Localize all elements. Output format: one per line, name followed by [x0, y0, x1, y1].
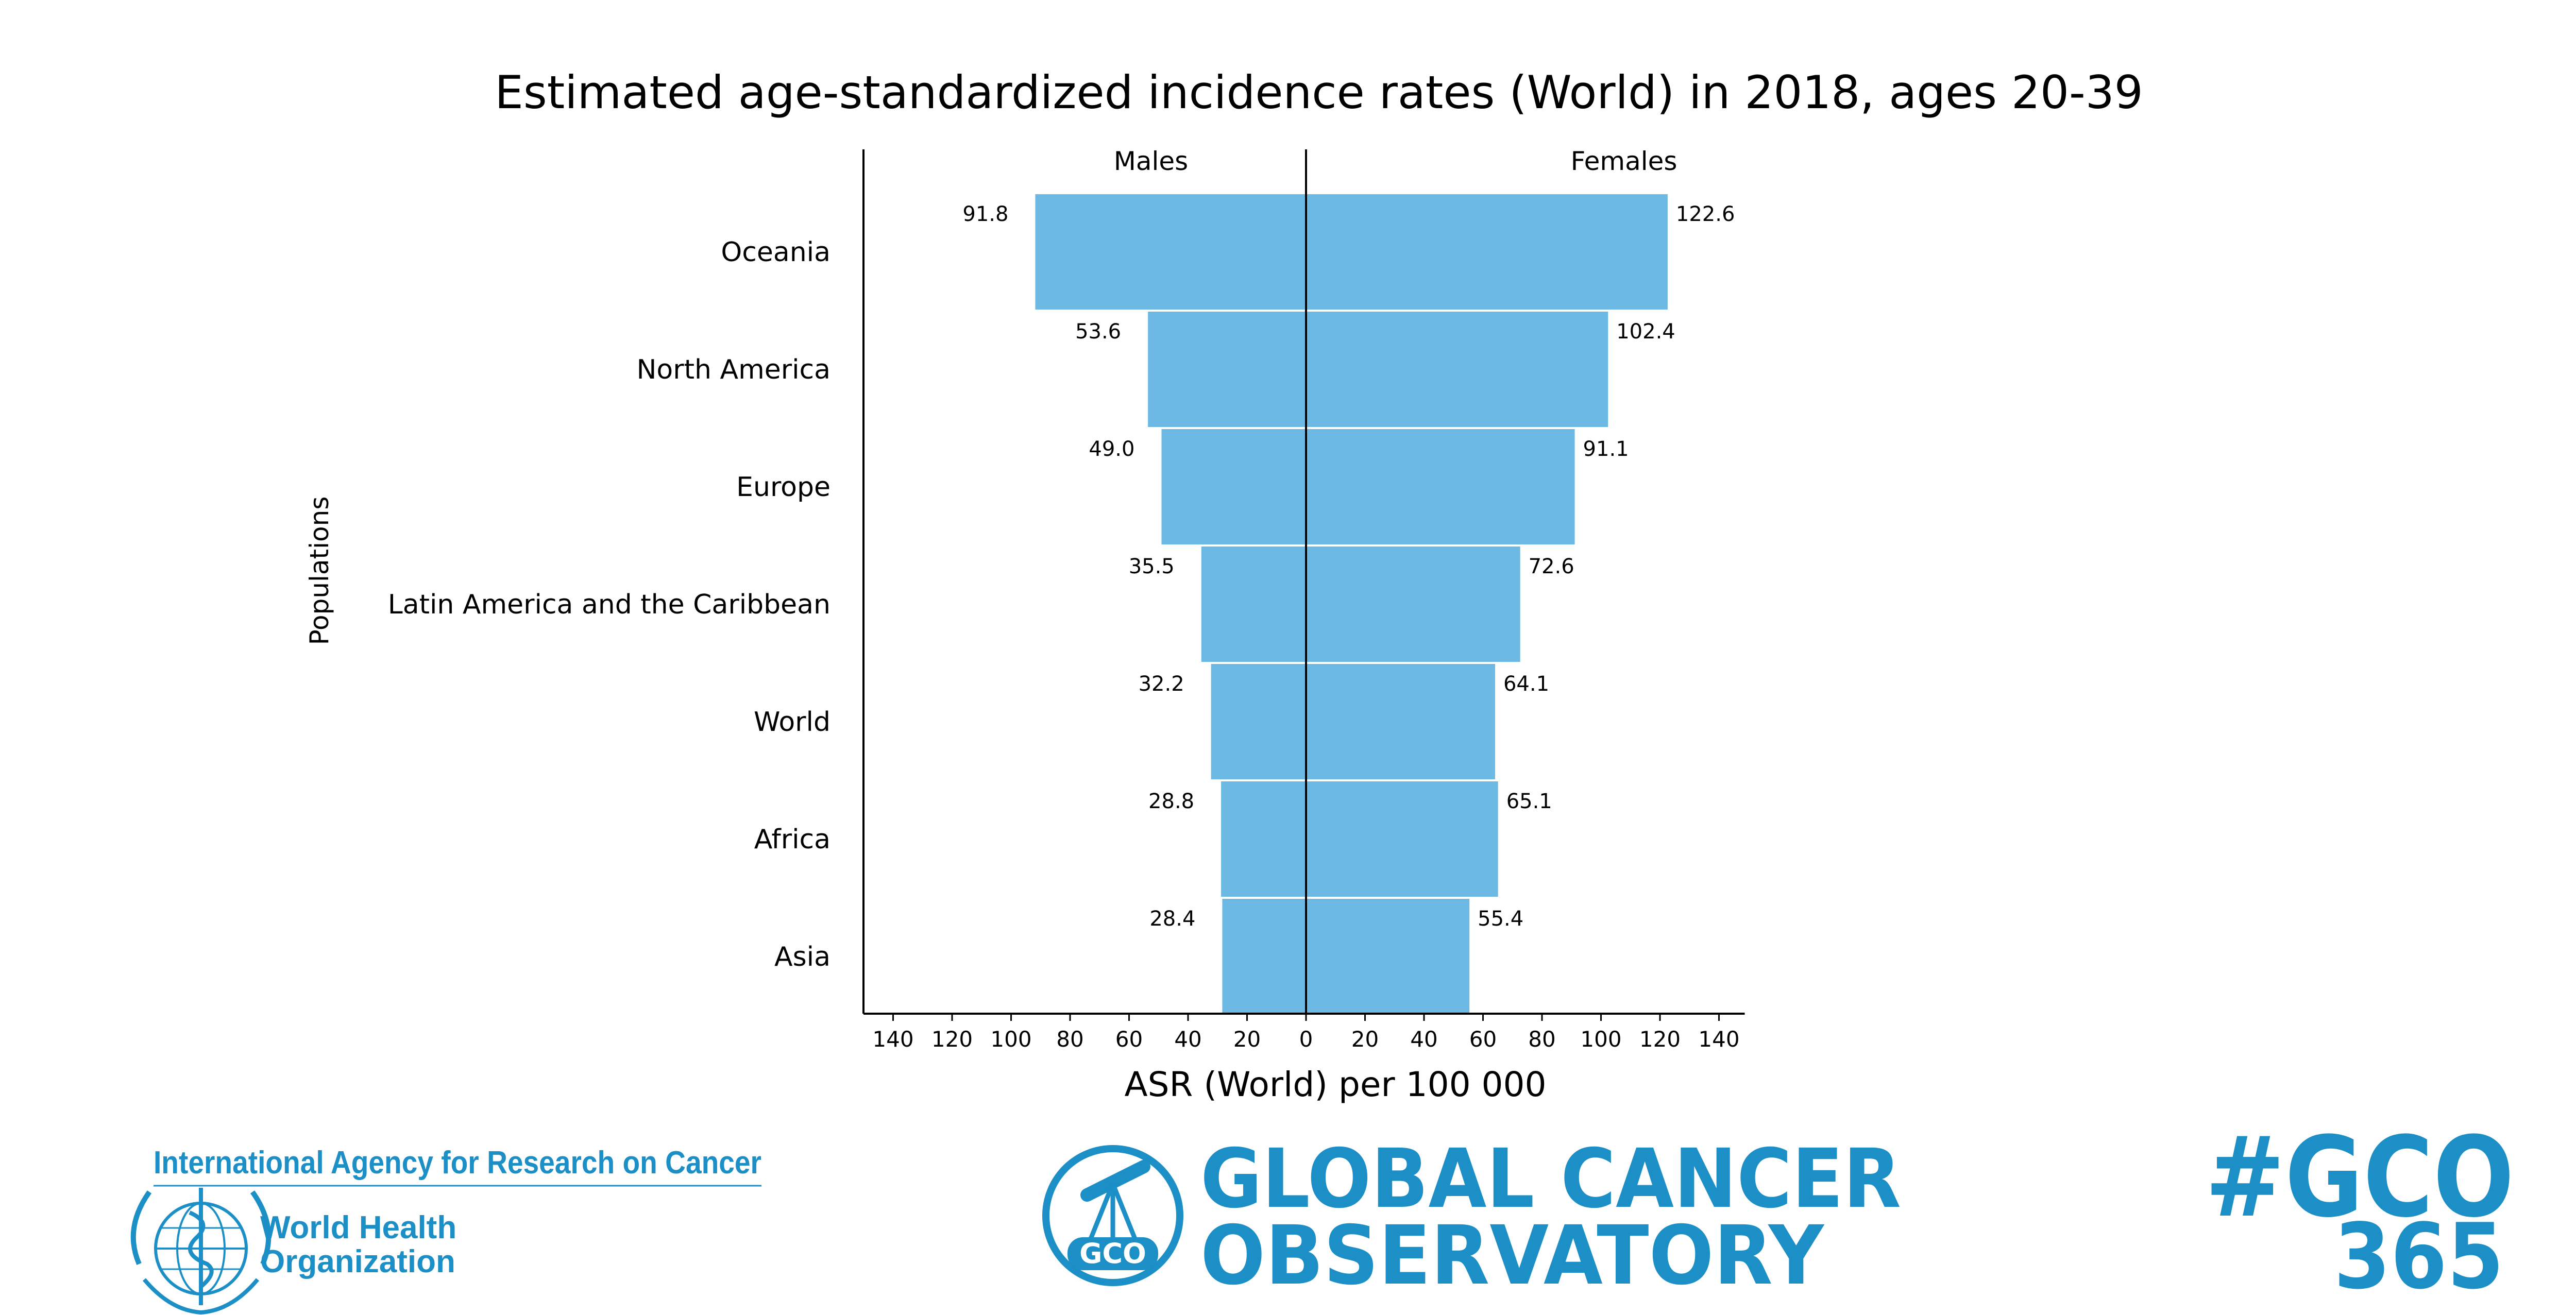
chart-title: Estimated age-standardized incidence rat… — [495, 66, 2143, 119]
bar-females-europe — [1306, 429, 1575, 544]
bar-males-oceania — [1035, 194, 1306, 310]
y-axis-label: Populations — [304, 497, 334, 645]
value-label-females-latin-america-and-the-caribbean: 72.6 — [1529, 555, 1574, 578]
bar-females-latin-america-and-the-caribbean — [1306, 547, 1520, 662]
x-tick-label: 100 — [1580, 1027, 1621, 1052]
value-label-males-world: 32.2 — [1139, 672, 1184, 696]
bar-females-north-america — [1306, 312, 1608, 427]
category-label-oceania: Oceania — [721, 237, 831, 268]
value-label-females-asia: 55.4 — [1478, 907, 1523, 931]
bar-males-asia — [1222, 899, 1306, 1014]
value-label-males-europe: 49.0 — [1089, 437, 1134, 461]
bar-females-africa — [1306, 781, 1498, 897]
hashtag-logo: #GCO 365 — [2205, 1113, 2514, 1309]
who-emblem-icon — [130, 1188, 272, 1315]
bars-layer — [1035, 194, 1668, 1014]
gco-logo: GCO GLOBAL CANCER OBSERVATORY — [1042, 1132, 1901, 1303]
who-name-line1: World Health — [260, 1210, 456, 1245]
x-tick-label: 40 — [1410, 1027, 1437, 1052]
x-tick-label: 40 — [1174, 1027, 1201, 1052]
value-label-males-asia: 28.4 — [1149, 907, 1195, 931]
series-label-females: Females — [1571, 146, 1677, 176]
bar-males-north-america — [1148, 312, 1306, 427]
bar-males-world — [1211, 664, 1306, 779]
category-label-asia: Asia — [774, 942, 831, 972]
value-label-females-africa: 65.1 — [1506, 790, 1552, 813]
gco-name-line2: OBSERVATORY — [1200, 1208, 1824, 1303]
x-tick-label: 60 — [1469, 1027, 1497, 1052]
gco-badge-text: GCO — [1079, 1237, 1146, 1270]
category-label-africa: Africa — [754, 824, 831, 855]
category-label-europe: Europe — [736, 472, 831, 503]
x-ticks-layer: 140 120 100 80 60 40 20 0 20 40 60 80 100 120 140 — [872, 1014, 1740, 1052]
x-tick-label: 140 — [872, 1027, 913, 1052]
x-tick-label: 120 — [931, 1027, 973, 1052]
x-tick-label: 20 — [1233, 1027, 1261, 1052]
bar-females-world — [1306, 664, 1495, 779]
hashtag-line1: #GCO — [2205, 1113, 2514, 1242]
value-label-females-world: 64.1 — [1503, 672, 1549, 696]
value-labels-layer: 91.8 122.6 53.6 102.4 49.0 91.1 35.5 72.6 32.2 64… — [962, 202, 1735, 931]
x-tick-label: 80 — [1056, 1027, 1083, 1052]
x-tick-label: 120 — [1639, 1027, 1681, 1052]
bar-males-europe — [1161, 429, 1306, 544]
hashtag-line2: 365 — [2334, 1205, 2504, 1309]
gco-name-line1: GLOBAL CANCER — [1200, 1132, 1901, 1226]
x-tick-label: 80 — [1528, 1027, 1555, 1052]
bar-males-latin-america-and-the-caribbean — [1201, 547, 1306, 662]
iarc-name: International Agency for Research on Can… — [154, 1145, 761, 1181]
who-name-line2: Organization — [260, 1244, 455, 1279]
x-tick-label: 0 — [1299, 1027, 1313, 1052]
bar-males-africa — [1221, 781, 1306, 897]
gco-telescope-icon: GCO — [1042, 1145, 1183, 1286]
value-label-males-latin-america-and-the-caribbean: 35.5 — [1129, 555, 1175, 578]
bar-females-asia — [1306, 899, 1470, 1014]
value-label-males-north-america: 53.6 — [1075, 320, 1121, 344]
value-label-females-europe: 91.1 — [1583, 437, 1629, 461]
x-tick-label: 100 — [990, 1027, 1031, 1052]
value-label-females-oceania: 122.6 — [1676, 202, 1735, 226]
who-logo: World Health Organization — [130, 1188, 456, 1315]
value-label-females-north-america: 102.4 — [1616, 320, 1675, 344]
x-tick-label: 140 — [1698, 1027, 1739, 1052]
category-labels-layer: Oceania North America Europe Latin America … — [388, 237, 831, 972]
category-label-world: World — [754, 707, 831, 738]
bar-females-oceania — [1306, 194, 1668, 310]
category-label-latin-america-and-the-caribbean: Latin America and the Caribbean — [388, 589, 831, 620]
iarc-logo: International Agency for Research on Can… — [154, 1145, 761, 1187]
x-tick-label: 60 — [1115, 1027, 1143, 1052]
value-label-males-oceania: 91.8 — [962, 202, 1008, 226]
category-label-north-america: North America — [637, 354, 831, 385]
x-tick-label: 20 — [1351, 1027, 1379, 1052]
x-axis-label: ASR (World) per 100 000 — [1124, 1065, 1546, 1104]
series-label-males: Males — [1114, 146, 1188, 176]
value-label-males-africa: 28.8 — [1148, 790, 1194, 813]
